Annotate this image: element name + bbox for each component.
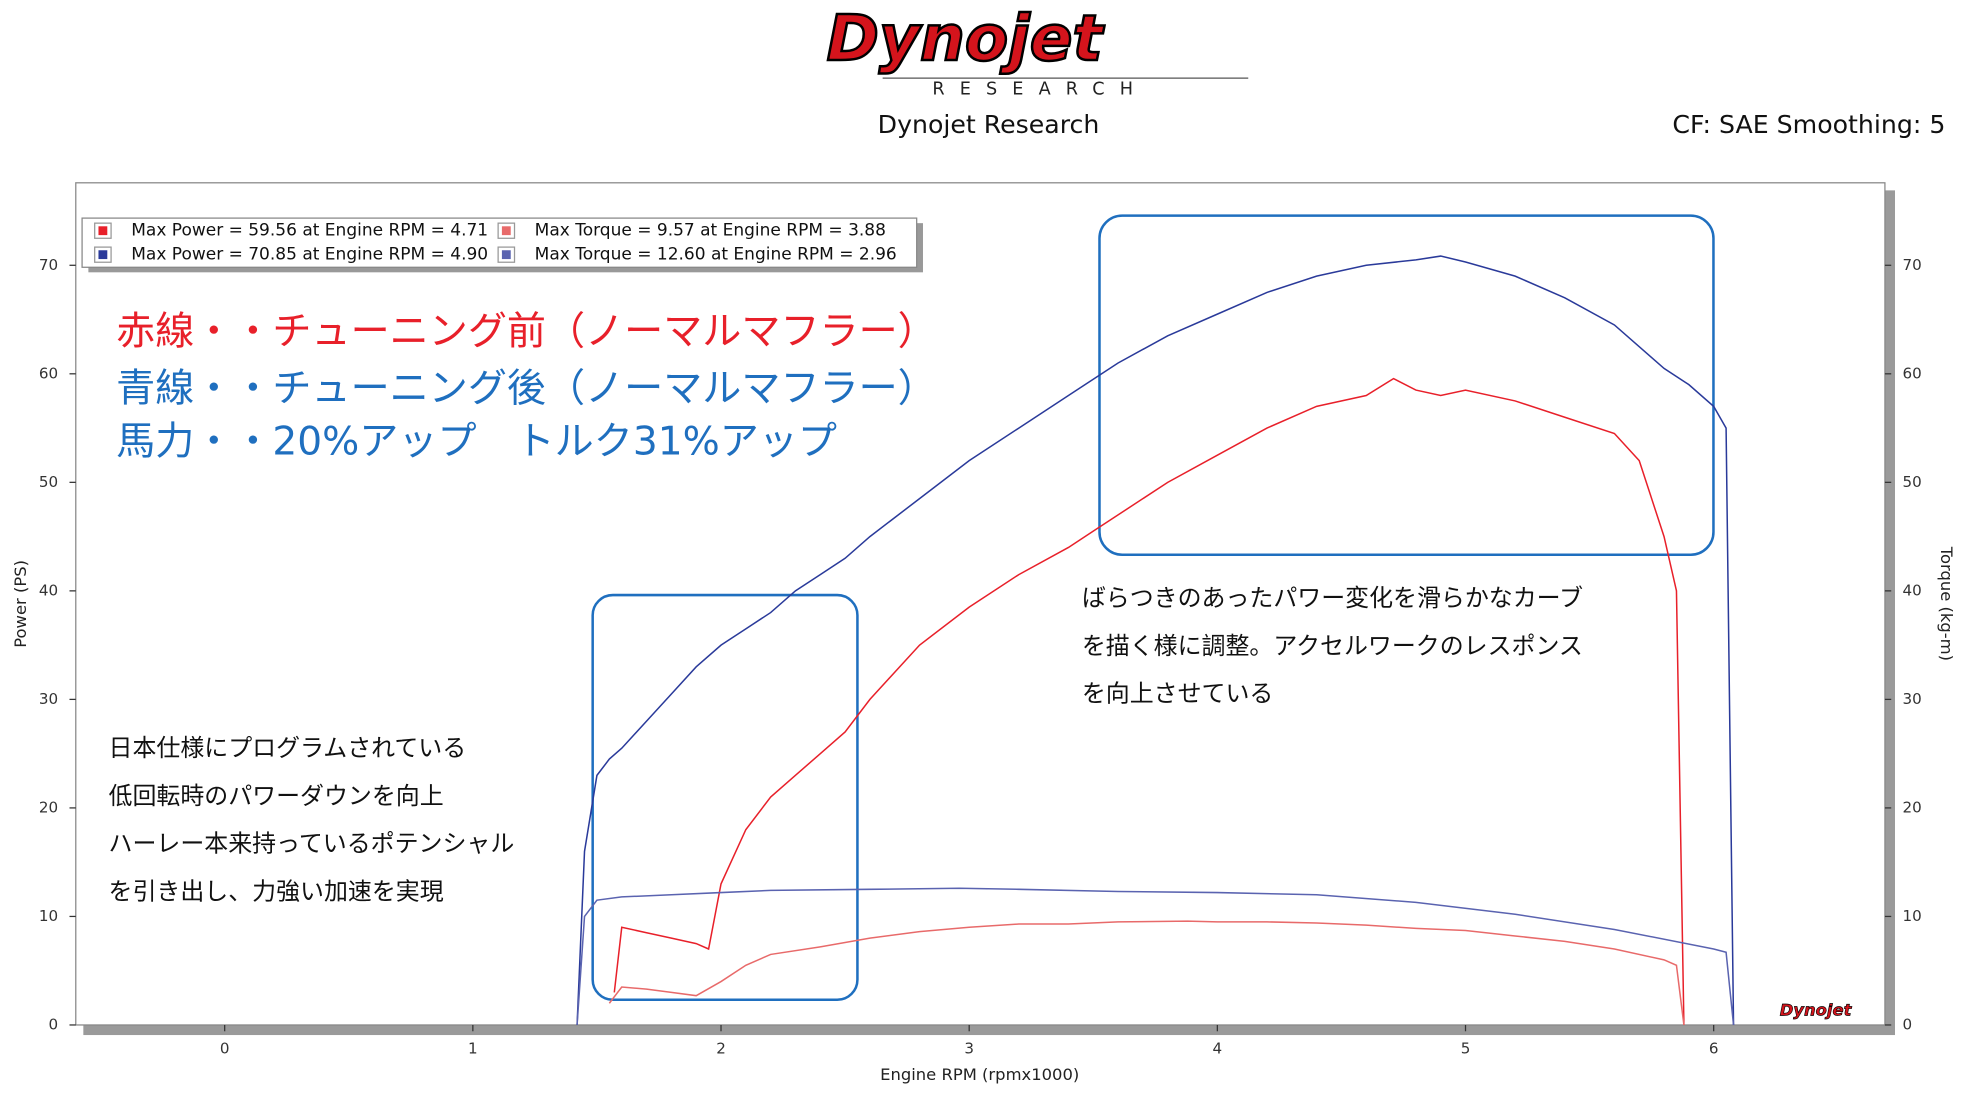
logo: Dynojet [827,1,1106,75]
legend-swatch [98,226,108,236]
annotation: 日本仕様にプログラムされている [109,734,467,762]
y2-tick-label: 10 [1903,907,1922,925]
logo-subtitle: RESEARCH [932,80,1148,100]
y2-tick-label: 0 [1903,1015,1913,1033]
legend-swatch [501,226,511,236]
x-tick-label: 5 [1461,1039,1471,1057]
y-tick-label: 30 [39,690,58,708]
legend-label: Max Power = 70.85 at Engine RPM = 4.90 [131,245,488,265]
legend-swatch [98,250,108,260]
y2-tick-label: 70 [1903,256,1922,274]
y-tick-label: 20 [39,798,58,816]
plot-area [75,182,1886,1026]
title: Dynojet Research [878,110,1100,139]
y2-tick-label: 60 [1903,364,1922,382]
x-tick-label: 3 [964,1039,974,1057]
legend-label: Max Power = 59.56 at Engine RPM = 4.71 [131,221,488,241]
annotation: を引き出し、力強い加速を実現 [109,878,444,906]
y-tick-label: 10 [39,907,58,925]
annotation: ばらつきのあったパワー変化を滑らかなカーブ [1082,584,1583,612]
annotation: ハーレー本来持っているポテンシャル [109,830,515,858]
y2-tick-label: 30 [1903,690,1922,708]
legend-swatch [501,250,511,260]
annotation: 低回転時のパワーダウンを向上 [109,782,444,810]
series-line [576,255,1735,1025]
y2-tick-label: 50 [1903,473,1922,491]
y-tick-label: 50 [39,473,58,491]
y2-axis-label: Torque (kg-m) [1937,546,1956,661]
annotation: を描く様に調整。アクセルワークのレスポンス [1082,632,1583,660]
y2-tick-label: 40 [1903,581,1922,599]
settings: CF: SAE Smoothing: 5 [1672,110,1945,139]
watermark-logo: Dynojet [1780,1001,1853,1020]
x-axis-label: Engine RPM (rpmx1000) [880,1065,1079,1084]
y-tick-label: 60 [39,364,58,382]
series-line [608,920,1685,1026]
x-tick-label: 0 [220,1039,230,1057]
highlight-box [1098,214,1715,556]
annotation: 青線・・チューニング後（ノーマルマフラー） [116,366,937,411]
legend-label: Max Torque = 9.57 at Engine RPM = 3.88 [535,221,886,241]
x-tick-label: 2 [716,1039,726,1057]
series-line [613,377,1685,1025]
x-tick-label: 1 [468,1039,478,1057]
y-tick-label: 70 [39,256,58,274]
x-tick-label: 4 [1213,1039,1223,1057]
annotation: 馬力・・20%アップ トルク31%アップ [116,419,837,464]
y-tick-label: 40 [39,581,58,599]
legend-label: Max Torque = 12.60 at Engine RPM = 2.96 [535,245,897,265]
y-axis-label: Power (PS) [11,560,30,648]
x-tick-label: 6 [1709,1039,1719,1057]
y-tick-label: 0 [49,1015,59,1033]
y2-tick-label: 20 [1903,798,1922,816]
annotation: 赤線・・チューニング前（ノーマルマフラー） [116,310,937,355]
series-line [576,887,1735,1026]
annotation: を向上させている [1082,680,1274,708]
